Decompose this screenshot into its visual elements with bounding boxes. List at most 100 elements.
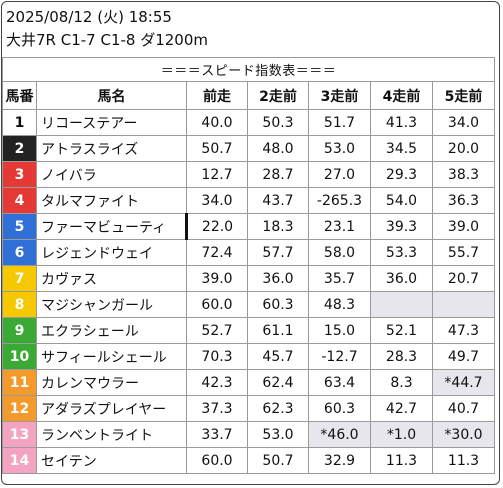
horse-name: カレンマウラー	[36, 369, 187, 396]
horse-name: リコーステアー	[36, 109, 187, 136]
speed-index-cell: *30.0	[432, 421, 495, 448]
speed-index-cell	[432, 291, 495, 318]
speed-index-cell: 53.0	[308, 135, 371, 162]
table-row: 12 アダラズプレイヤー 37.3 62.3 60.3 42.7 40.7	[2, 395, 495, 422]
speed-index-cell: 49.7	[432, 343, 495, 370]
speed-index-cell: 12.7	[186, 161, 248, 188]
table-row: 13 ランベントライト 33.7 53.0 *46.0 *1.0 *30.0	[2, 421, 495, 448]
speed-index-cell: 52.7	[186, 317, 248, 344]
speed-index-cell: 27.0	[308, 161, 371, 188]
speed-index-cell: 34.0	[186, 187, 248, 214]
col-header-2nd: 2走前	[247, 81, 309, 110]
horse-name: サフィールシェール	[36, 343, 187, 370]
speed-index-cell: *44.7	[432, 369, 495, 396]
col-header-last: 前走	[186, 81, 248, 110]
speed-index-cell: 11.3	[370, 447, 433, 474]
table-row: 4 タルマファイト 34.0 43.7 -265.3 54.0 36.3	[2, 187, 495, 214]
speed-index-cell: 37.3	[186, 395, 248, 422]
col-header-name: 馬名	[36, 81, 187, 110]
speed-index-cell: 38.3	[432, 161, 495, 188]
table-row: 9 エクラシェール 52.7 61.1 15.0 52.1 47.3	[2, 317, 495, 344]
horse-name: タルマファイト	[36, 187, 187, 214]
table-row: 8 マジシャンガール 60.0 60.3 48.3	[2, 291, 495, 318]
speed-index-cell: 36.0	[247, 265, 309, 292]
speed-index-cell: 40.0	[186, 109, 248, 136]
table-row: 10 サフィールシェール 70.3 45.7 -12.7 28.3 49.7	[2, 343, 495, 370]
speed-index-cell: 45.7	[247, 343, 309, 370]
table-row: 1 リコーステアー 40.0 50.3 51.7 41.3 34.0	[2, 109, 495, 136]
speed-index-cell: 28.7	[247, 161, 309, 188]
horse-name: エクラシェール	[36, 317, 187, 344]
speed-index-cell: 53.0	[247, 421, 309, 448]
horse-number: 3	[2, 161, 37, 188]
horse-number: 1	[2, 109, 37, 136]
horse-number: 7	[2, 265, 37, 292]
horse-name: セイテン	[36, 447, 187, 474]
table-row: 6 レジェンドウェイ 72.4 57.7 58.0 53.3 55.7	[2, 239, 495, 266]
speed-index-cell: -12.7	[308, 343, 371, 370]
speed-index-cell: 41.3	[370, 109, 433, 136]
column-header-row: 馬番 馬名 前走 2走前 3走前 4走前 5走前	[2, 81, 495, 110]
horse-name: カヴァス	[36, 265, 187, 292]
table-title: ＝＝＝スピード指数表＝＝＝	[2, 57, 495, 82]
horse-number: 4	[2, 187, 37, 214]
speed-index-cell: 60.0	[186, 291, 248, 318]
speed-index-cell: 40.7	[432, 395, 495, 422]
horse-number: 10	[2, 343, 37, 370]
speed-index-cell: 70.3	[186, 343, 248, 370]
speed-index-cell: *46.0	[308, 421, 371, 448]
speed-index-cell: *1.0	[370, 421, 433, 448]
table-row: 5 ファーマビューティ 22.0 18.3 23.1 39.3 39.0	[2, 213, 495, 240]
speed-index-cell: 42.3	[186, 369, 248, 396]
horse-name: アトラスライズ	[36, 135, 187, 162]
speed-index-cell: 36.0	[370, 265, 433, 292]
speed-index-cell: 11.3	[432, 447, 495, 474]
speed-index-cell: 48.0	[247, 135, 309, 162]
speed-index-cell: 48.3	[308, 291, 371, 318]
horse-number: 6	[2, 239, 37, 266]
speed-index-cell: 8.3	[370, 369, 433, 396]
horse-name: ファーマビューティ	[36, 213, 188, 240]
speed-index-cell: 36.3	[432, 187, 495, 214]
speed-index-cell: 61.1	[247, 317, 309, 344]
speed-index-cell: 28.3	[370, 343, 433, 370]
speed-index-cell: 39.0	[432, 213, 495, 240]
table-row: 7 カヴァス 39.0 36.0 35.7 36.0 20.7	[2, 265, 495, 292]
speed-index-cell: 15.0	[308, 317, 371, 344]
speed-index-cell: 33.7	[186, 421, 248, 448]
speed-index-cell: 52.1	[370, 317, 433, 344]
horse-number: 2	[2, 135, 37, 162]
table-row: 11 カレンマウラー 42.3 62.4 63.4 8.3 *44.7	[2, 369, 495, 396]
horse-name: マジシャンガール	[36, 291, 187, 318]
horse-name: アダラズプレイヤー	[36, 395, 187, 422]
col-header-3rd: 3走前	[308, 81, 371, 110]
speed-index-cell: 47.3	[432, 317, 495, 344]
col-header-number: 馬番	[2, 81, 37, 110]
speed-index-cell: 23.1	[308, 213, 371, 240]
horse-number: 5	[2, 213, 37, 240]
speed-index-cell: 57.7	[247, 239, 309, 266]
speed-index-cell: 34.5	[370, 135, 433, 162]
speed-index-cell: 29.3	[370, 161, 433, 188]
horse-number: 11	[2, 369, 37, 396]
speed-index-cell: 55.7	[432, 239, 495, 266]
speed-index-cell	[370, 291, 433, 318]
speed-index-cell: 42.7	[370, 395, 433, 422]
speed-index-cell: 35.7	[308, 265, 371, 292]
speed-index-cell: 20.7	[432, 265, 495, 292]
horse-name: ランベントライト	[36, 421, 187, 448]
speed-index-cell: 53.3	[370, 239, 433, 266]
speed-index-cell: 34.0	[432, 109, 495, 136]
speed-index-cell: 22.0	[186, 213, 248, 240]
col-header-4th: 4走前	[370, 81, 433, 110]
col-header-5th: 5走前	[432, 81, 495, 110]
horse-number: 12	[2, 395, 37, 422]
speed-index-cell: 32.9	[308, 447, 371, 474]
table-row: 3 ノイバラ 12.7 28.7 27.0 29.3 38.3	[2, 161, 495, 188]
speed-index-cell: 43.7	[247, 187, 309, 214]
speed-index-cell: 20.0	[432, 135, 495, 162]
speed-index-cell: 62.4	[247, 369, 309, 396]
speed-index-table: ＝＝＝スピード指数表＝＝＝ 馬番 馬名 前走 2走前 3走前 4走前 5走前 1…	[2, 57, 495, 474]
speed-index-cell: 60.0	[186, 447, 248, 474]
